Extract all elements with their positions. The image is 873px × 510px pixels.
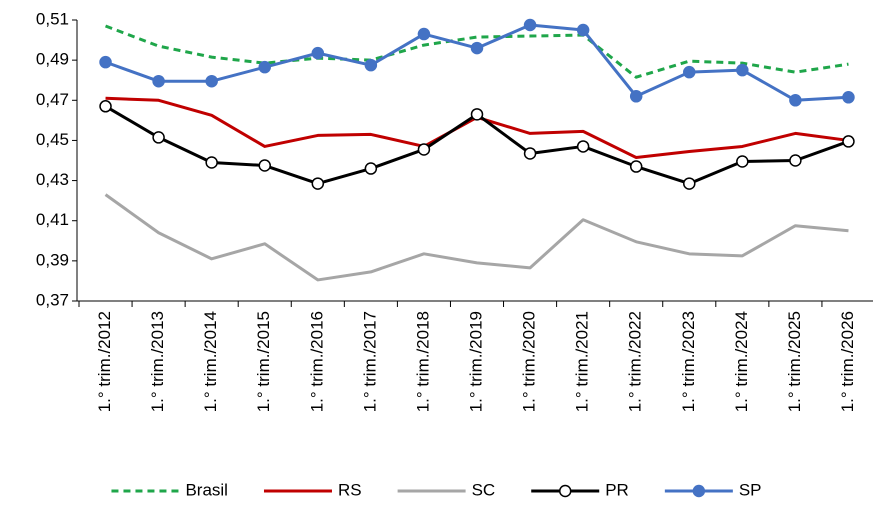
x-tick-label: 1.° trim./2020 bbox=[520, 311, 539, 412]
x-tick-label: 1.° trim./2024 bbox=[732, 311, 751, 412]
x-tick-label: 1.° trim./2019 bbox=[466, 311, 485, 412]
x-tick-label: 1.° trim./2015 bbox=[254, 311, 273, 412]
series-marker bbox=[842, 135, 855, 148]
series-marker bbox=[842, 91, 855, 104]
y-tick-label: 0,39 bbox=[36, 250, 69, 269]
series-marker bbox=[629, 90, 643, 103]
series-marker bbox=[470, 108, 484, 121]
series-marker bbox=[311, 46, 325, 60]
series-marker bbox=[576, 23, 590, 37]
legend-label: SP bbox=[739, 480, 762, 499]
series-marker bbox=[364, 58, 378, 72]
series-marker bbox=[523, 147, 537, 160]
y-tick-label: 0,51 bbox=[36, 9, 69, 28]
series-marker bbox=[99, 100, 112, 113]
series-marker bbox=[736, 155, 749, 168]
series-marker bbox=[205, 74, 218, 88]
x-tick-label: 1.° trim./2012 bbox=[95, 311, 114, 412]
x-tick-label: 1.° trim./2025 bbox=[785, 311, 804, 412]
y-tick-label: 0,47 bbox=[36, 90, 69, 109]
y-tick-label: 0,45 bbox=[36, 130, 69, 149]
x-tick-label: 1.° trim./2022 bbox=[626, 311, 645, 412]
series-marker bbox=[736, 63, 749, 77]
series-marker bbox=[576, 140, 590, 153]
series-marker bbox=[258, 159, 271, 172]
x-tick-label: 1.° trim./2023 bbox=[679, 311, 698, 412]
series-marker bbox=[311, 177, 325, 190]
legend-marker bbox=[692, 484, 706, 498]
series-marker bbox=[629, 160, 643, 173]
series-marker bbox=[789, 154, 802, 167]
legend-item: SP bbox=[664, 480, 762, 499]
legend-item: PR bbox=[531, 480, 629, 499]
x-tick-label: 1.° trim./2026 bbox=[838, 311, 857, 412]
series-marker bbox=[417, 143, 431, 156]
series-marker bbox=[470, 41, 484, 55]
legend-item: Brasil bbox=[111, 480, 228, 499]
x-tick-label: 1.° trim./2013 bbox=[148, 311, 167, 412]
series-marker bbox=[99, 55, 112, 69]
legend-label: Brasil bbox=[185, 480, 228, 499]
series-line bbox=[104, 193, 849, 282]
x-tick-label: 1.° trim./2021 bbox=[573, 311, 592, 412]
series-marker bbox=[683, 65, 696, 79]
series-marker bbox=[364, 162, 378, 175]
legend-item: SC bbox=[397, 480, 496, 499]
x-tick-label: 1.° trim./2014 bbox=[201, 311, 220, 412]
legend-label: PR bbox=[605, 480, 629, 499]
legend-item: RS bbox=[263, 480, 362, 499]
series-marker bbox=[152, 131, 165, 144]
series-marker bbox=[417, 27, 431, 41]
x-tick-label: 1.° trim./2016 bbox=[307, 311, 326, 412]
legend-marker bbox=[558, 484, 572, 498]
x-tick-label: 1.° trim./2017 bbox=[360, 311, 379, 412]
series-marker bbox=[683, 177, 696, 190]
legend-label: RS bbox=[338, 480, 362, 499]
series-line bbox=[105, 23, 849, 102]
legend-label: SC bbox=[472, 480, 496, 499]
y-tick-label: 0,49 bbox=[36, 50, 69, 69]
y-tick-label: 0,43 bbox=[36, 170, 69, 189]
y-tick-label: 0,37 bbox=[36, 290, 69, 309]
series-marker bbox=[205, 156, 218, 169]
series-marker bbox=[152, 74, 165, 88]
y-tick-label: 0,41 bbox=[36, 210, 69, 229]
series-marker bbox=[523, 18, 537, 32]
series-line bbox=[105, 96, 849, 159]
series-marker bbox=[789, 94, 802, 107]
series-marker bbox=[258, 60, 271, 74]
x-tick-label: 1.° trim./2018 bbox=[413, 311, 432, 412]
